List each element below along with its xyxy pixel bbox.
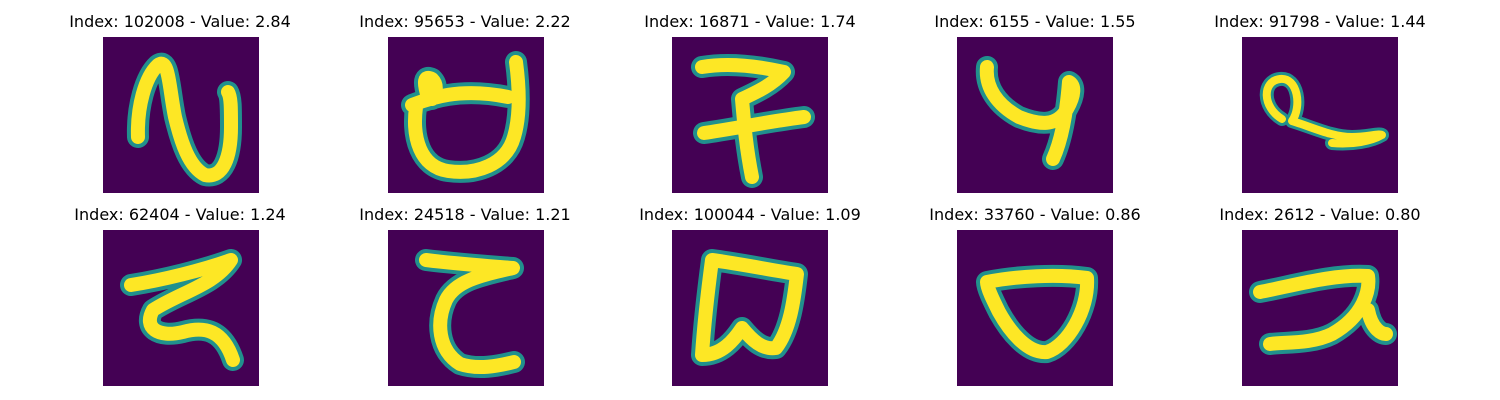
handwritten-glyph-curve — [126, 52, 242, 187]
handwritten-glyph-hook — [975, 56, 1085, 170]
glyph-image-7 — [388, 230, 544, 386]
glyph-image-3 — [672, 37, 828, 193]
handwritten-glyph-c — [415, 249, 525, 379]
glyph-image-4 — [957, 37, 1113, 193]
glyph-image-9 — [957, 230, 1113, 386]
panel-title: Index: 6155 - Value: 1.55 — [934, 12, 1136, 31]
handwritten-glyph-zigzag — [120, 249, 244, 371]
glyph-image-8 — [672, 230, 828, 386]
handwritten-glyph-loop — [1259, 72, 1389, 151]
panel-title: Index: 33760 - Value: 0.86 — [929, 205, 1141, 224]
panel-title: Index: 2612 - Value: 0.80 — [1219, 205, 1421, 224]
glyph-image-5 — [1242, 37, 1398, 193]
handwritten-glyph-box — [691, 249, 808, 366]
handwritten-glyph-cross — [691, 53, 815, 188]
panel-title: Index: 62404 - Value: 1.24 — [74, 205, 286, 224]
panel-title: Index: 102008 - Value: 2.84 — [69, 12, 291, 31]
panel-title: Index: 91798 - Value: 1.44 — [1214, 12, 1426, 31]
panel-title: Index: 95653 - Value: 2.22 — [359, 12, 571, 31]
glyph-image-6 — [103, 230, 259, 386]
panel-title: Index: 16871 - Value: 1.74 — [644, 12, 856, 31]
handwritten-glyph-cup — [401, 51, 530, 183]
panel-title: Index: 100044 - Value: 1.09 — [639, 205, 861, 224]
panel-title: Index: 24518 - Value: 1.21 — [359, 205, 571, 224]
handwritten-glyph-ring — [976, 264, 1099, 363]
glyph-image-1 — [103, 37, 259, 193]
glyph-image-2 — [388, 37, 544, 193]
glyph-image-10 — [1242, 230, 1398, 386]
handwritten-glyph-z — [1249, 264, 1397, 355]
